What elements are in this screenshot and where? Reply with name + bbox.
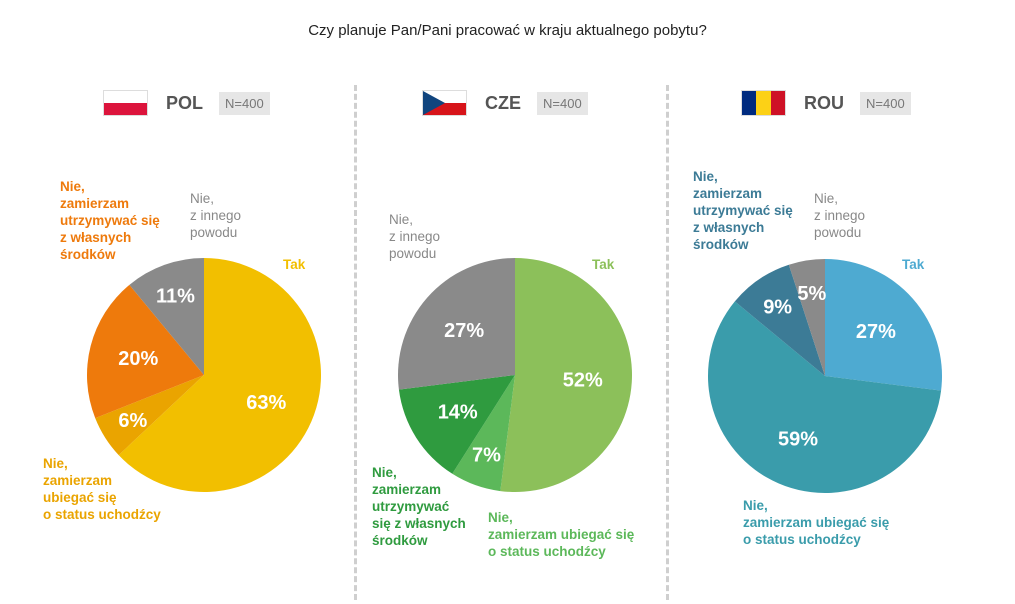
slice-label-refugee: Nie, zamierzam ubiegać się o status ucho… [743, 498, 890, 547]
pie-slice-rou-1 [708, 301, 942, 493]
sample-size-badge: N=400 [537, 91, 588, 115]
slice-value-label: 7% [472, 444, 501, 466]
pie-slice-pol-1 [95, 375, 204, 456]
pie-slice-rou-0 [825, 259, 942, 391]
slice-value-label: 5% [797, 283, 826, 305]
country-label: ROU [804, 92, 844, 113]
slice-value-label: 20% [118, 348, 158, 370]
slice-label-own-means: Nie, zamierzam utrzymywać się z własnych… [372, 465, 466, 548]
header-pol: POL N=400 [103, 88, 270, 118]
sample-size-badge: N=400 [219, 91, 270, 115]
sample-size-badge: N=400 [860, 91, 911, 115]
flag-poland-icon [103, 90, 148, 116]
slice-label-own-means: Nie, zamierzam utrzymywać się z własnych… [693, 169, 793, 252]
pie-slice-cze-0 [500, 258, 632, 492]
pie-slice-rou-2 [734, 264, 825, 376]
divider [666, 85, 669, 600]
divider [354, 85, 357, 600]
pie-slice-pol-2 [86, 284, 204, 419]
pie-slice-rou-3 [788, 259, 825, 376]
slice-value-label: 27% [444, 320, 484, 342]
slice-value-label: 9% [763, 296, 792, 318]
slice-label-refugee: Nie, zamierzam ubiegać się o status ucho… [43, 456, 161, 522]
slice-value-label: 63% [246, 392, 286, 414]
slice-value-label: 59% [778, 428, 818, 450]
slice-label-other: Nie, z innego powodu [190, 191, 242, 240]
slice-value-label: 27% [856, 321, 896, 343]
pie-slice-cze-1 [452, 375, 515, 492]
slice-value-label: 14% [438, 401, 478, 423]
pie-slice-cze-3 [398, 258, 515, 390]
slice-value-label: 6% [118, 410, 147, 432]
slice-label-tak: Tak [592, 257, 615, 272]
flag-romania-icon [741, 90, 786, 116]
slice-label-tak: Tak [283, 257, 306, 272]
country-label: CZE [485, 92, 521, 113]
slice-label-own-means: Nie, zamierzam utrzymywać się z własnych… [60, 179, 160, 262]
flag-czechia-icon [422, 90, 467, 116]
header-rou: ROU N=400 [741, 88, 911, 118]
slice-label-other: Nie, z innego powodu [814, 191, 866, 240]
pie-slice-pol-3 [129, 258, 204, 375]
chart-title: Czy planuje Pan/Pani pracować w kraju ak… [308, 22, 707, 39]
pie-slice-pol-0 [118, 258, 322, 492]
country-label: POL [166, 92, 204, 113]
slice-label-refugee: Nie, zamierzam ubiegać się o status ucho… [488, 510, 635, 559]
pie-slice-cze-2 [398, 375, 515, 474]
slice-label-tak: Tak [902, 257, 925, 272]
slice-value-label: 11% [156, 286, 195, 308]
slice-label-other: Nie, z innego powodu [389, 212, 441, 261]
slice-value-label: 52% [563, 369, 603, 391]
header-cze: CZE N=400 [422, 88, 588, 118]
